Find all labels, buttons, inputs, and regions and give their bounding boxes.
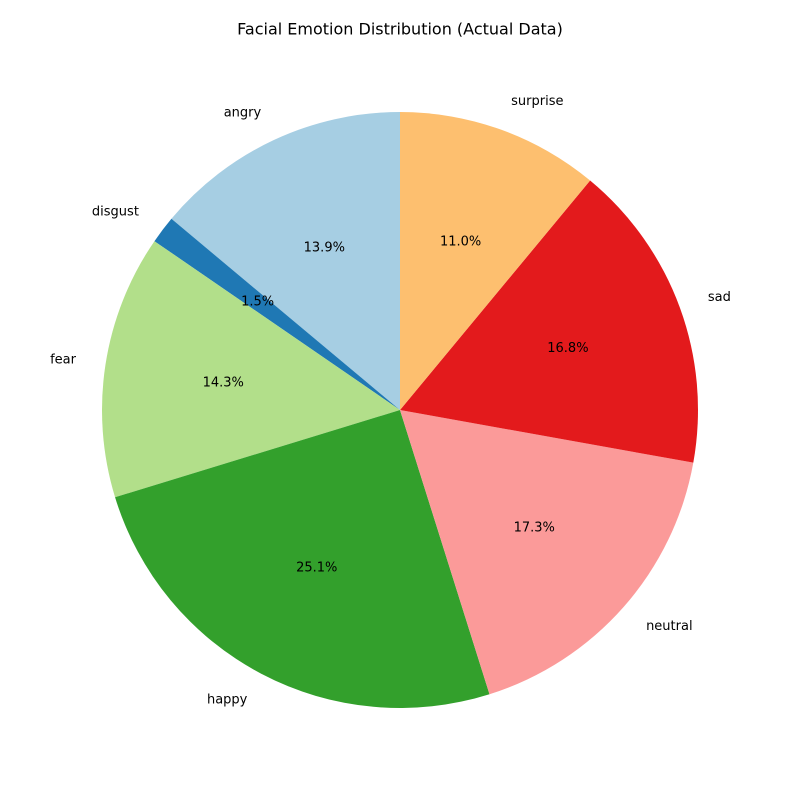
slice-percent-fear: 14.3% <box>203 375 244 390</box>
slice-label-surprise: surprise <box>511 94 563 109</box>
pie-slice-disgust <box>154 218 400 410</box>
slice-label-happy: happy <box>207 693 248 708</box>
slice-label-angry: angry <box>224 106 262 121</box>
slice-percent-sad: 16.8% <box>547 341 588 356</box>
pie-slices <box>101 112 698 708</box>
pie-slice-surprise <box>400 112 591 410</box>
slice-percent-surprise: 11.0% <box>440 234 481 249</box>
pie-slice-sad <box>400 180 698 463</box>
pie-slice-neutral <box>400 410 694 695</box>
slice-label-neutral: neutral <box>646 619 693 634</box>
pie-slice-happy <box>115 410 490 708</box>
pie-slice-fear <box>101 241 400 498</box>
slice-label-disgust: disgust <box>92 204 139 219</box>
slice-percent-neutral: 17.3% <box>514 521 555 536</box>
slice-percent-happy: 25.1% <box>296 561 337 576</box>
slice-label-sad: sad <box>708 290 731 305</box>
slice-label-fear: fear <box>50 353 77 368</box>
pie-labels: angry 13.9% disgust 1.5% fear 14.3% happy 25.1%… <box>50 94 731 707</box>
chart-title: Facial Emotion Distribution (Actual Data… <box>237 20 563 39</box>
slice-percent-angry: 13.9% <box>304 241 345 256</box>
slice-percent-disgust: 1.5% <box>241 294 274 309</box>
pie-slice-angry <box>171 112 400 410</box>
